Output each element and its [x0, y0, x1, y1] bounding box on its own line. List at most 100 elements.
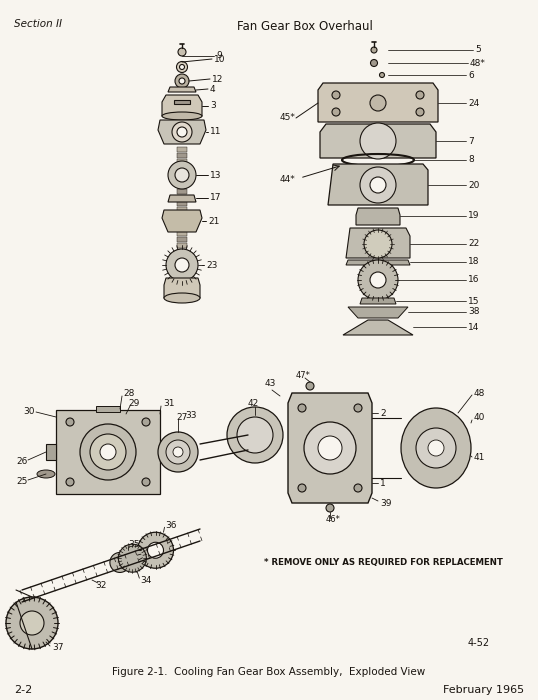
- Text: 35: 35: [128, 540, 139, 549]
- Text: 48*: 48*: [470, 59, 486, 67]
- Text: 8: 8: [468, 155, 474, 164]
- Polygon shape: [177, 165, 187, 170]
- Circle shape: [179, 78, 185, 84]
- Text: 2: 2: [380, 409, 386, 417]
- Circle shape: [318, 436, 342, 460]
- Text: 23: 23: [206, 260, 217, 270]
- Circle shape: [371, 60, 378, 66]
- Polygon shape: [343, 320, 413, 335]
- Text: 37: 37: [52, 643, 63, 652]
- Text: 30: 30: [23, 407, 34, 416]
- Polygon shape: [168, 195, 196, 202]
- Polygon shape: [46, 444, 56, 460]
- Polygon shape: [177, 249, 187, 254]
- Text: 44*: 44*: [280, 176, 296, 185]
- Polygon shape: [177, 255, 187, 260]
- Polygon shape: [177, 177, 187, 182]
- Circle shape: [416, 108, 424, 116]
- Text: 16: 16: [468, 276, 479, 284]
- Polygon shape: [177, 153, 187, 158]
- Circle shape: [172, 122, 192, 142]
- Polygon shape: [177, 261, 187, 266]
- Polygon shape: [356, 208, 400, 225]
- Text: 7: 7: [468, 136, 474, 146]
- Text: 21: 21: [208, 216, 220, 225]
- Polygon shape: [177, 159, 187, 164]
- Circle shape: [298, 484, 306, 492]
- Circle shape: [66, 418, 74, 426]
- Text: 32: 32: [95, 580, 107, 589]
- Text: 22: 22: [468, 239, 479, 248]
- Circle shape: [180, 64, 185, 69]
- Circle shape: [304, 422, 356, 474]
- Text: 1: 1: [380, 479, 386, 487]
- Text: 14: 14: [468, 323, 479, 332]
- Text: 27: 27: [176, 412, 187, 421]
- Text: 41: 41: [474, 454, 485, 463]
- Circle shape: [227, 407, 283, 463]
- Circle shape: [370, 95, 386, 111]
- Circle shape: [80, 424, 136, 480]
- Circle shape: [370, 272, 386, 288]
- Circle shape: [237, 417, 273, 453]
- Text: 26: 26: [16, 458, 27, 466]
- Polygon shape: [177, 195, 187, 200]
- Circle shape: [379, 73, 385, 78]
- Polygon shape: [177, 225, 187, 230]
- Polygon shape: [96, 406, 120, 412]
- Text: Figure 2-1.  Cooling Fan Gear Box Assembly,  Exploded View: Figure 2-1. Cooling Fan Gear Box Assembl…: [112, 667, 426, 677]
- Polygon shape: [346, 228, 410, 258]
- Text: 3: 3: [210, 102, 216, 111]
- Circle shape: [175, 168, 189, 182]
- Circle shape: [6, 597, 58, 649]
- Polygon shape: [164, 278, 200, 298]
- Circle shape: [177, 127, 187, 137]
- Polygon shape: [177, 213, 187, 218]
- Circle shape: [370, 177, 386, 193]
- Circle shape: [360, 123, 396, 159]
- Circle shape: [118, 544, 146, 572]
- Polygon shape: [346, 260, 410, 265]
- Ellipse shape: [164, 293, 200, 303]
- Text: 24: 24: [468, 99, 479, 108]
- Circle shape: [138, 532, 173, 568]
- Circle shape: [364, 230, 392, 258]
- Circle shape: [175, 74, 189, 88]
- Polygon shape: [318, 83, 438, 122]
- Circle shape: [360, 167, 396, 203]
- Polygon shape: [177, 207, 187, 212]
- Text: 47*: 47*: [296, 372, 311, 381]
- Polygon shape: [177, 231, 187, 236]
- Circle shape: [416, 91, 424, 99]
- Polygon shape: [177, 183, 187, 188]
- Text: 4: 4: [210, 85, 216, 94]
- Text: 28: 28: [123, 389, 134, 398]
- Circle shape: [332, 91, 340, 99]
- Circle shape: [147, 542, 164, 559]
- Polygon shape: [158, 120, 206, 144]
- Circle shape: [166, 440, 190, 464]
- Text: 29: 29: [128, 400, 139, 409]
- Text: 36: 36: [166, 521, 177, 530]
- Text: 45*: 45*: [280, 113, 296, 122]
- Circle shape: [100, 444, 116, 460]
- Polygon shape: [174, 100, 190, 104]
- Text: 31: 31: [163, 400, 174, 409]
- Text: 33: 33: [185, 410, 196, 419]
- Text: 13: 13: [210, 171, 222, 179]
- Ellipse shape: [401, 408, 471, 488]
- Text: 15: 15: [468, 297, 479, 305]
- Text: 5: 5: [475, 46, 481, 55]
- Circle shape: [90, 434, 126, 470]
- Circle shape: [416, 428, 456, 468]
- Text: 48: 48: [474, 389, 485, 398]
- Text: 12: 12: [212, 74, 223, 83]
- Circle shape: [142, 418, 150, 426]
- Circle shape: [354, 484, 362, 492]
- Polygon shape: [177, 243, 187, 248]
- Polygon shape: [177, 171, 187, 176]
- Text: 17: 17: [210, 193, 222, 202]
- Circle shape: [358, 260, 398, 300]
- Ellipse shape: [162, 112, 202, 120]
- Polygon shape: [360, 298, 396, 304]
